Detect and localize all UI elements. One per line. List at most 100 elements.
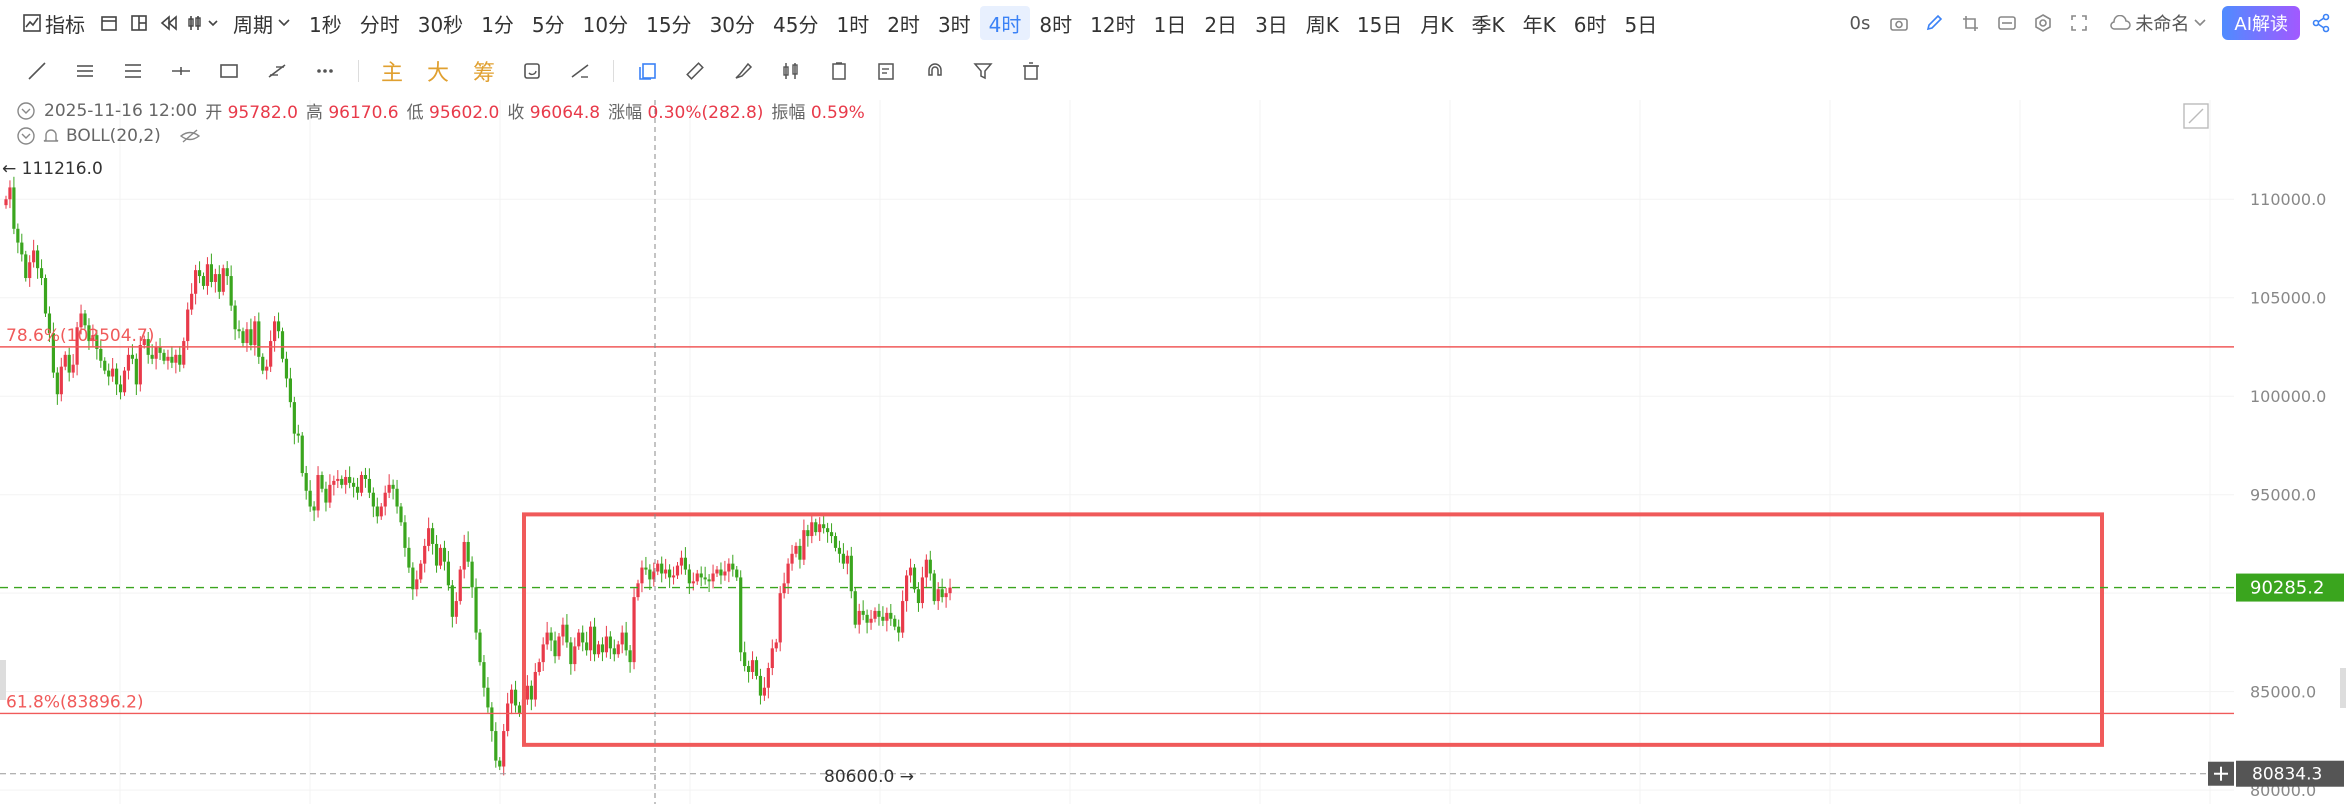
candle-body[interactable] — [517, 705, 522, 714]
timeframe-tab[interactable]: 12时 — [1090, 12, 1136, 37]
candle-body[interactable] — [174, 354, 178, 363]
candle-body[interactable] — [770, 648, 774, 669]
candle-body[interactable] — [671, 575, 676, 578]
candle-body[interactable] — [138, 345, 142, 385]
channel-icon[interactable] — [110, 53, 156, 89]
candle-body[interactable] — [901, 601, 905, 633]
candle-body[interactable] — [466, 541, 470, 562]
candle-body[interactable] — [861, 610, 865, 615]
candle-body[interactable] — [679, 557, 684, 566]
candle-body[interactable] — [276, 321, 281, 332]
candle-body[interactable] — [387, 484, 391, 493]
ruler-icon[interactable] — [672, 53, 718, 89]
pen-icon[interactable] — [1920, 6, 1950, 40]
candle-body[interactable] — [249, 329, 253, 345]
candle-body[interactable] — [83, 313, 87, 326]
chart-type-icon[interactable] — [184, 6, 224, 40]
candle-body[interactable] — [849, 555, 853, 592]
candle-body[interactable] — [332, 480, 336, 485]
ai-explain-button[interactable]: AI解读 — [2222, 6, 2300, 40]
timeframe-tab[interactable]: 月K — [1420, 12, 1454, 37]
candle-body[interactable] — [423, 545, 427, 564]
timeframe-tab[interactable]: 10分 — [582, 12, 629, 37]
candle-body[interactable] — [63, 354, 67, 367]
candle-body[interactable] — [707, 579, 711, 582]
timeframe-tab[interactable]: 45分 — [773, 12, 819, 37]
candle-body[interactable] — [201, 276, 206, 286]
fullscreen-icon[interactable] — [2064, 6, 2094, 40]
candles-icon[interactable] — [768, 53, 814, 89]
candle-body[interactable] — [873, 610, 877, 619]
candle-body[interactable] — [359, 475, 364, 493]
candle-body[interactable] — [269, 341, 273, 367]
candle-body[interactable] — [324, 488, 328, 503]
candle-body[interactable] — [794, 545, 798, 554]
candle-body[interactable] — [379, 506, 383, 517]
candle-body[interactable] — [537, 662, 541, 672]
candle-body[interactable] — [664, 569, 668, 574]
candle-body[interactable] — [12, 187, 16, 229]
candle-body[interactable] — [790, 553, 794, 564]
timeframe-tab[interactable]: 8时 — [1039, 12, 1073, 37]
timeframe-tab[interactable]: 4时 — [979, 6, 1031, 40]
candle-body[interactable] — [47, 313, 52, 334]
candle-body[interactable] — [683, 557, 687, 570]
candle-body[interactable] — [905, 575, 909, 602]
candle-body[interactable] — [213, 274, 217, 282]
candle-body[interactable] — [273, 321, 277, 342]
candle-body[interactable] — [885, 612, 889, 621]
candle-body[interactable] — [111, 368, 115, 377]
candle-body[interactable] — [916, 589, 921, 604]
candle-body[interactable] — [253, 321, 257, 345]
candle-body[interactable] — [190, 293, 194, 310]
candle-body[interactable] — [893, 618, 897, 627]
candle-body[interactable] — [719, 569, 723, 576]
timeframe-tab[interactable]: 3时 — [937, 12, 971, 37]
candle-body[interactable] — [340, 478, 344, 485]
candle-body[interactable] — [288, 378, 292, 403]
timeframe-tab[interactable]: 1时 — [836, 12, 870, 37]
candle-body[interactable] — [115, 368, 119, 385]
candle-body[interactable] — [513, 689, 518, 706]
candle-body[interactable] — [43, 278, 48, 314]
candle-body[interactable] — [723, 571, 727, 576]
candle-body[interactable] — [624, 632, 628, 651]
candle-body[interactable] — [454, 601, 458, 617]
candle-body[interactable] — [502, 731, 506, 767]
settings-icon[interactable] — [2028, 6, 2058, 40]
candle-body[interactable] — [95, 335, 99, 349]
candle-body[interactable] — [881, 616, 885, 621]
candle-body[interactable] — [924, 559, 928, 578]
timeframe-tab[interactable]: 1日 — [1153, 12, 1187, 37]
trash-icon[interactable] — [1008, 53, 1054, 89]
timeframe-tab[interactable]: 年K — [1522, 12, 1556, 37]
candle-body[interactable] — [498, 760, 502, 767]
candle-body[interactable] — [857, 610, 861, 625]
candle-body[interactable] — [328, 484, 332, 503]
candle-body[interactable] — [747, 666, 751, 672]
candle-body[interactable] — [419, 563, 423, 580]
candle-body[interactable] — [91, 335, 95, 342]
candle-body[interactable] — [300, 435, 304, 474]
candle-body[interactable] — [814, 522, 818, 533]
candle-body[interactable] — [8, 187, 12, 200]
candle-body[interactable] — [660, 563, 664, 574]
timeframe-tab[interactable]: 分时 — [359, 12, 400, 37]
range-box[interactable] — [522, 512, 2104, 747]
sync-icon[interactable] — [509, 53, 555, 89]
candle-body[interactable] — [853, 591, 857, 625]
timeframe-tab[interactable]: 5分 — [531, 12, 565, 37]
collapse-icon[interactable] — [16, 126, 36, 146]
timeframe-tab[interactable]: 2时 — [887, 12, 920, 37]
candle-body[interactable] — [652, 571, 656, 580]
candle-body[interactable] — [549, 632, 553, 641]
candle-body[interactable] — [822, 524, 826, 529]
more-icon[interactable] — [302, 53, 348, 89]
timeframe-tab[interactable]: 季K — [1471, 12, 1505, 37]
candle-body[interactable] — [640, 567, 644, 584]
candle-body[interactable] — [581, 632, 585, 643]
candle-body[interactable] — [596, 644, 601, 655]
candle-body[interactable] — [818, 524, 822, 533]
candle-body[interactable] — [604, 636, 608, 653]
calendar-icon[interactable] — [94, 6, 124, 40]
